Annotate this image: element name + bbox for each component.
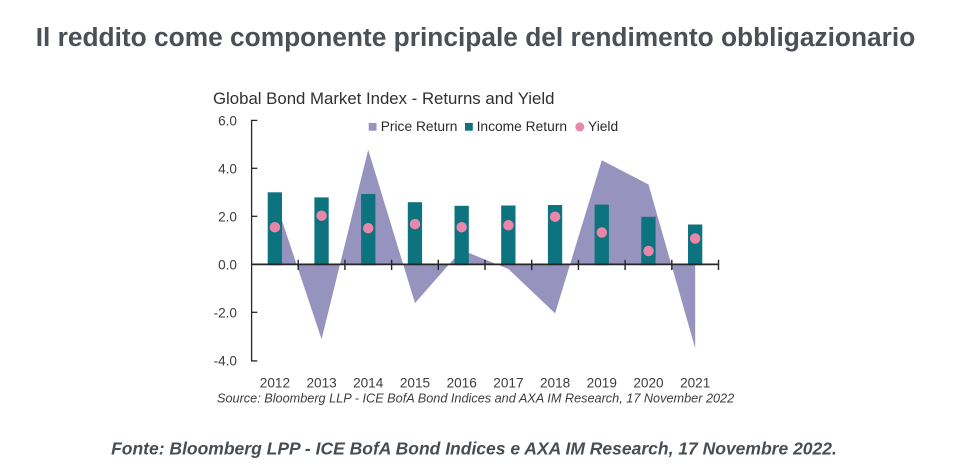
svg-text:-2.0: -2.0 <box>214 306 238 321</box>
svg-text:Fonte: Bloomberg LPP - ICE Bof: Fonte: Bloomberg LPP - ICE BofA Bond Ind… <box>111 438 837 458</box>
svg-text:Il reddito come componente pri: Il reddito come componente principale de… <box>36 22 916 52</box>
svg-text:2012: 2012 <box>260 375 290 390</box>
svg-text:-4.0: -4.0 <box>214 354 238 369</box>
svg-text:Global Bond Market Index - Ret: Global Bond Market Index - Returns and Y… <box>213 89 554 108</box>
svg-text:4.0: 4.0 <box>218 162 237 177</box>
svg-text:Income Return: Income Return <box>477 119 567 134</box>
svg-text:2017: 2017 <box>493 375 523 390</box>
svg-text:2015: 2015 <box>400 375 430 390</box>
svg-text:Yield: Yield <box>588 119 618 134</box>
svg-text:2018: 2018 <box>540 375 570 390</box>
svg-text:6.0: 6.0 <box>218 114 237 129</box>
svg-text:2020: 2020 <box>633 375 664 390</box>
svg-text:2.0: 2.0 <box>218 210 237 225</box>
svg-text:2021: 2021 <box>680 375 710 390</box>
svg-text:2019: 2019 <box>587 375 617 390</box>
svg-text:2014: 2014 <box>353 375 384 390</box>
svg-text:0.0: 0.0 <box>218 257 237 272</box>
svg-text:Price Return: Price Return <box>381 119 458 134</box>
svg-text:2013: 2013 <box>306 375 336 390</box>
svg-text:2016: 2016 <box>447 375 477 390</box>
svg-text:Source: Bloomberg LLP - ICE Bo: Source: Bloomberg LLP - ICE BofA Bond In… <box>217 391 734 405</box>
